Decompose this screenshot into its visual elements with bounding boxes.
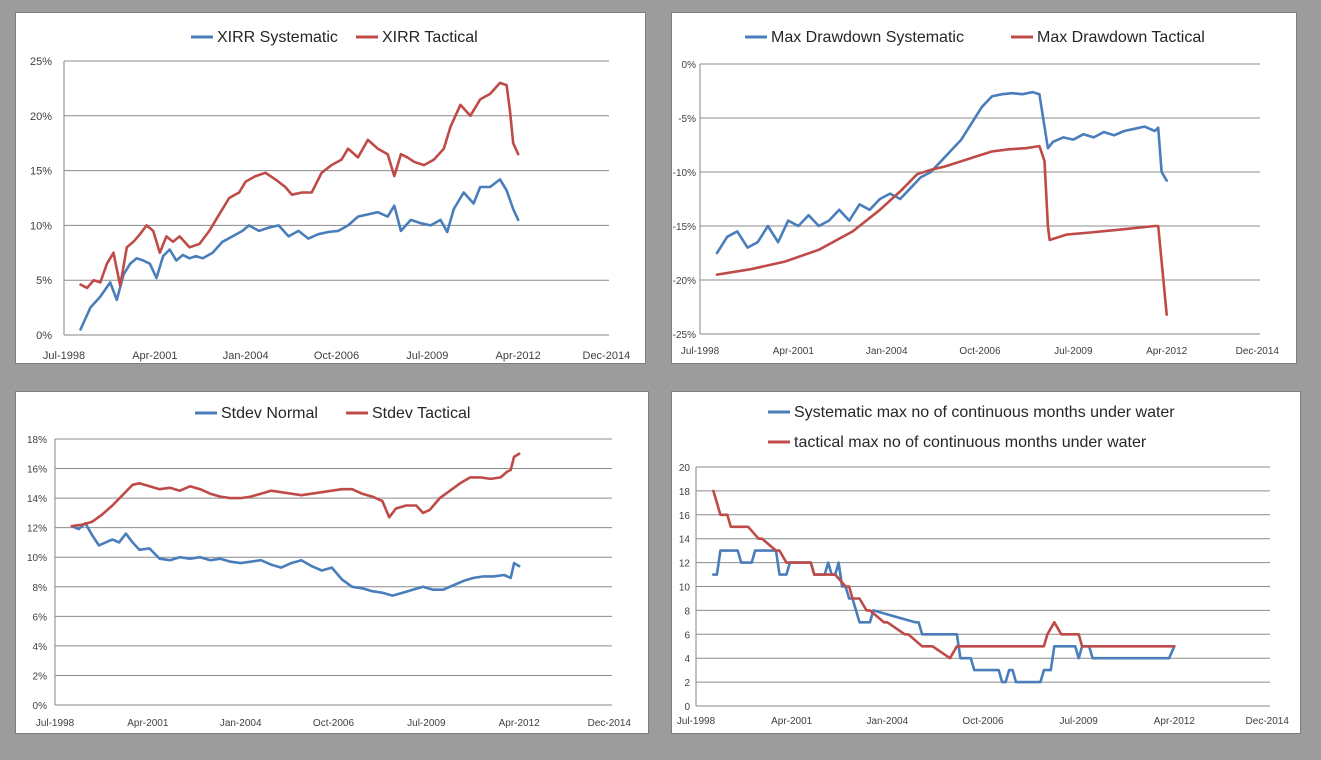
drawdown-x-tick-label: Apr-2012 <box>1146 346 1188 357</box>
drawdown-y-tick-label: -25% <box>673 330 696 341</box>
drawdown-legend-label: Max Drawdown Tactical <box>1037 29 1205 46</box>
stdev-x-tick-label: Jan-2004 <box>220 718 262 729</box>
stdev-x-tick-label: Jul-2009 <box>407 718 446 729</box>
drawdown-y-tick-label: -15% <box>673 222 696 233</box>
underwater-series-tactical-line <box>712 489 1176 660</box>
underwater-legend-label: tactical max no of continuous months und… <box>794 434 1147 451</box>
xirr-x-tick-label: Jul-2009 <box>406 350 448 362</box>
xirr-legend-label: XIRR Systematic <box>217 29 338 46</box>
underwater-x-tick-label: Jul-2009 <box>1059 716 1098 727</box>
xirr-x-tick-label: Apr-2001 <box>132 350 177 362</box>
stdev-legend-label: Stdev Tactical <box>372 405 470 422</box>
underwater-x-tick-label: Jul-1998 <box>677 716 716 727</box>
stdev-y-tick-label: 16% <box>27 465 47 476</box>
stdev-y-tick-label: 12% <box>27 524 47 535</box>
underwater-legend-label: Systematic max no of continuous months u… <box>794 404 1175 421</box>
stdev-series-tactical-line <box>70 452 521 528</box>
stdev-chart-panel: 0% 2% 4% 6% 8% 10% 12% 14% 16% 18% Jul-1998 Apr-200… <box>15 391 649 734</box>
stdev-y-tick-label: 2% <box>33 671 48 682</box>
drawdown-y-tick-label: 0% <box>682 60 697 71</box>
drawdown-x-tick-label: Jul-1998 <box>681 346 720 357</box>
stdev-x-tick-label: Oct-2006 <box>313 718 355 729</box>
underwater-x-tick-label: Apr-2012 <box>1154 716 1196 727</box>
drawdown-series-systematic-line <box>715 90 1169 255</box>
drawdown-series-tactical-line <box>715 144 1169 316</box>
drawdown-x-tick-label: Jan-2004 <box>866 346 908 357</box>
stdev-y-tick-label: 8% <box>33 583 48 594</box>
underwater-x-tick-label: Apr-2001 <box>771 716 813 727</box>
underwater-x-tick-label: Dec-2014 <box>1246 716 1290 727</box>
underwater-series-systematic-line <box>712 549 1176 684</box>
stdev-x-tick-label: Jul-1998 <box>36 718 75 729</box>
xirr-x-tick-label: Apr-2012 <box>496 350 541 362</box>
drawdown-y-tick-label: -20% <box>673 276 696 287</box>
drawdown-x-tick-label: Jul-2009 <box>1054 346 1093 357</box>
xirr-y-tick-label: 5% <box>36 275 52 287</box>
stdev-y-tick-label: 6% <box>33 612 48 623</box>
stdev-x-tick-label: Apr-2012 <box>499 718 541 729</box>
xirr-chart: 0% 5% 10% 15% 20% 25% Jul-1998 Apr-2001 Jan-2004… <box>30 29 631 362</box>
xirr-x-tick-label: Jan-2004 <box>223 350 269 362</box>
underwater-x-tick-label: Jan-2004 <box>866 716 908 727</box>
xirr-chart-panel: 0% 5% 10% 15% 20% 25% Jul-1998 Apr-2001 Jan-2004… <box>15 12 646 364</box>
drawdown-y-tick-label: -10% <box>673 168 696 179</box>
underwater-y-tick-label: 10 <box>679 583 691 594</box>
underwater-y-tick-label: 18 <box>679 487 691 498</box>
stdev-y-tick-label: 4% <box>33 642 48 653</box>
stdev-series-systematic-line <box>70 521 521 597</box>
underwater-y-tick-label: 4 <box>684 654 690 665</box>
xirr-series-tactical-line <box>79 81 520 290</box>
months-under-water-chart: 0 2 4 6 8 10 12 14 16 18 20 Jul-1998 Apr-2001 Jan-200… <box>677 404 1290 727</box>
stdev-x-tick-label: Dec-2014 <box>588 718 632 729</box>
underwater-y-tick-label: 12 <box>679 559 691 570</box>
xirr-y-tick-label: 20% <box>30 111 52 123</box>
xirr-y-tick-label: 0% <box>36 330 52 342</box>
stdev-chart: 0% 2% 4% 6% 8% 10% 12% 14% 16% 18% Jul-1998 Apr-200… <box>27 405 632 729</box>
stdev-y-tick-label: 0% <box>33 701 48 712</box>
stdev-y-tick-label: 10% <box>27 553 47 564</box>
xirr-y-tick-label: 25% <box>30 56 52 68</box>
underwater-y-tick-label: 20 <box>679 463 691 474</box>
stdev-legend-label: Stdev Normal <box>221 405 318 422</box>
xirr-legend-label: XIRR Tactical <box>382 29 478 46</box>
xirr-x-tick-label: Jul-1998 <box>43 350 85 362</box>
underwater-y-tick-label: 14 <box>679 535 691 546</box>
underwater-y-tick-label: 8 <box>684 606 690 617</box>
xirr-series-systematic-line <box>79 178 520 331</box>
underwater-x-tick-label: Oct-2006 <box>962 716 1004 727</box>
xirr-y-tick-label: 10% <box>30 220 52 232</box>
underwater-y-tick-label: 6 <box>684 630 690 641</box>
stdev-y-tick-label: 18% <box>27 435 47 446</box>
underwater-y-tick-label: 0 <box>684 702 690 713</box>
drawdown-x-tick-label: Apr-2001 <box>773 346 815 357</box>
drawdown-x-tick-label: Dec-2014 <box>1236 346 1280 357</box>
max-drawdown-chart-panel: -25% -20% -15% -10% -5% 0% Jul-1998 Apr-2001 Jan… <box>671 12 1297 364</box>
xirr-x-tick-label: Oct-2006 <box>314 350 359 362</box>
xirr-x-tick-label: Dec-2014 <box>583 350 631 362</box>
drawdown-x-tick-label: Oct-2006 <box>959 346 1001 357</box>
drawdown-y-tick-label: -5% <box>678 114 696 125</box>
xirr-y-tick-label: 15% <box>30 166 52 178</box>
stdev-y-tick-label: 14% <box>27 494 47 505</box>
underwater-y-tick-label: 2 <box>684 678 690 689</box>
underwater-y-tick-label: 16 <box>679 511 691 522</box>
drawdown-legend-label: Max Drawdown Systematic <box>771 29 964 46</box>
months-under-water-chart-panel: 0 2 4 6 8 10 12 14 16 18 20 Jul-1998 Apr-2001 Jan-200… <box>671 391 1301 734</box>
max-drawdown-chart: -25% -20% -15% -10% -5% 0% Jul-1998 Apr-2001 Jan… <box>673 29 1280 357</box>
stdev-x-tick-label: Apr-2001 <box>127 718 169 729</box>
